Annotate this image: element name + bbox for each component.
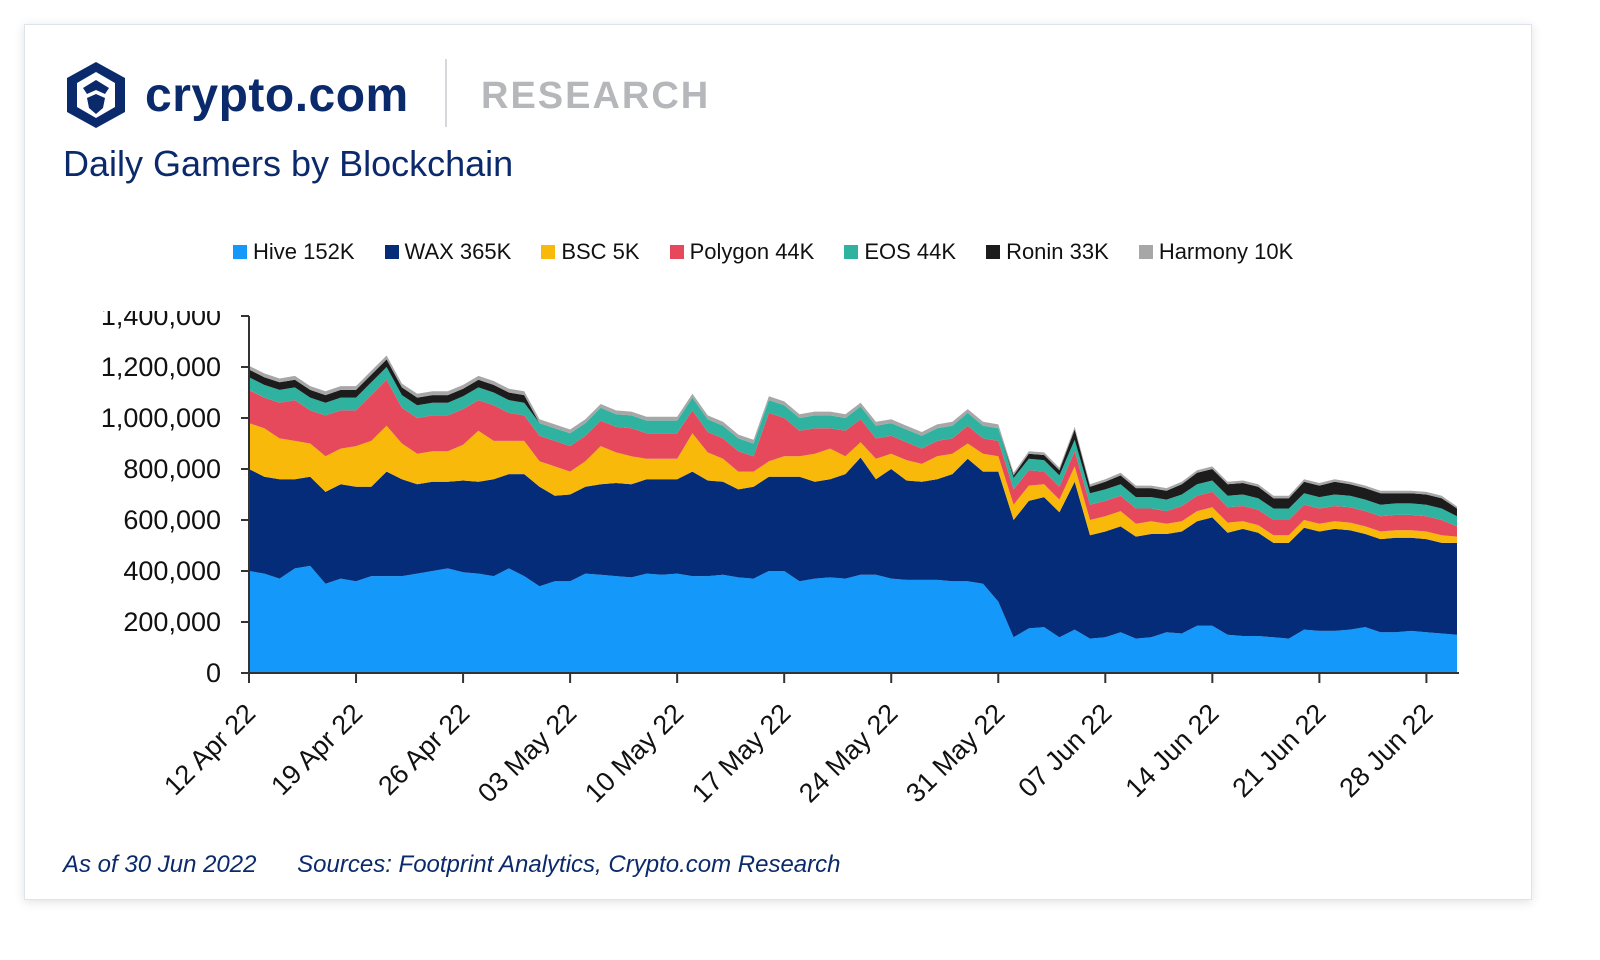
as-of-date: As of 30 Jun 2022 (63, 851, 257, 878)
x-tick-label: 26 Apr 22 (372, 698, 475, 801)
legend-item-harmony: Harmony 10K (1138, 239, 1294, 265)
x-tick-label: 28 Jun 22 (1334, 698, 1439, 803)
x-tick-label: 19 Apr 22 (265, 698, 368, 801)
legend-item-hive: Hive 152K (233, 239, 355, 265)
legend-label: Ronin 33K (1006, 239, 1109, 264)
y-tick-label: 1,200,000 (101, 352, 221, 382)
legend-item-polygon: Polygon 44K (669, 239, 815, 265)
y-tick-label: 400,000 (123, 556, 221, 586)
legend-label: EOS 44K (864, 239, 957, 264)
crypto-com-logo: crypto.com (65, 55, 409, 135)
x-tick-label: 07 Jun 22 (1012, 698, 1117, 803)
legend-item-ronin: Ronin 33K (986, 239, 1109, 265)
legend-label: BSC 5K (561, 239, 640, 264)
legend-swatch (1138, 245, 1153, 259)
x-tick-label: 24 May 22 (793, 698, 903, 808)
legend-swatch (844, 245, 859, 259)
brand-name: crypto.com (145, 68, 409, 122)
x-tick-label: 31 May 22 (900, 698, 1010, 808)
area-hive (249, 565, 1457, 673)
area-polygon (249, 379, 1457, 537)
area-wax (249, 457, 1457, 639)
chart-card: crypto.com RESEARCH Daily Gamers by Bloc… (24, 24, 1532, 900)
legend-label: Hive 152K (253, 239, 355, 264)
y-tick-label: 1,000,000 (101, 403, 221, 433)
crypto-com-lion-shield-icon (67, 62, 125, 128)
x-tick-label: 14 Jun 22 (1120, 698, 1225, 803)
legend-swatch (986, 245, 1001, 259)
legend-item-bsc: BSC 5K (541, 239, 640, 265)
legend-swatch (669, 245, 684, 259)
chart-footer: As of 30 Jun 2022 Sources: Footprint Ana… (63, 851, 840, 879)
chart-title: Daily Gamers by Blockchain (63, 143, 514, 184)
legend-label: WAX 365K (404, 239, 512, 264)
legend-swatch (384, 245, 399, 259)
section-label: RESEARCH (481, 75, 711, 117)
y-tick-label: 200,000 (123, 607, 221, 637)
x-tick-label: 21 Jun 22 (1227, 698, 1332, 803)
x-tick-label: 12 Apr 22 (158, 698, 261, 801)
legend-item-eos: EOS 44K (844, 239, 956, 265)
legend-item-wax: WAX 365K (384, 239, 512, 265)
chart-legend: Hive 152K WAX 365K BSC 5K Polygon 44K EOS 44… (233, 239, 1323, 265)
legend-swatch (233, 245, 247, 259)
y-tick-label: 0 (206, 658, 221, 688)
x-tick-label: 17 May 22 (686, 698, 796, 808)
y-tick-label: 600,000 (123, 505, 221, 535)
header-divider (445, 59, 447, 127)
legend-label: Polygon 44K (689, 239, 815, 264)
y-tick-label: 800,000 (123, 454, 221, 484)
stacked-area-chart: 0 200,000 400,000 600,000 800,000 1,000,000 1,… (101, 311, 1459, 808)
legend-label: Harmony 10K (1158, 239, 1294, 264)
x-tick-label: 03 May 22 (472, 698, 582, 808)
x-tick-label: 10 May 22 (579, 698, 689, 808)
legend-swatch (541, 245, 556, 259)
y-tick-label: 1,400,000 (101, 311, 221, 331)
sources-note: Sources: Footprint Analytics, Crypto.com… (297, 851, 841, 878)
